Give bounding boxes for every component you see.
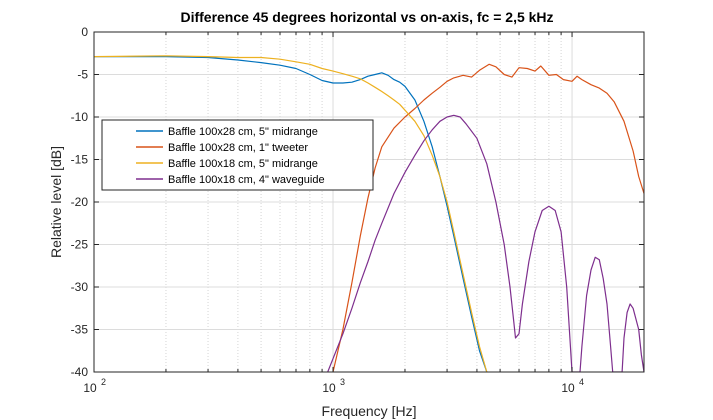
y-tick-label: -40 [71, 365, 89, 379]
legend: Baffle 100x28 cm, 5" midrange Baffle 100x… [101, 119, 374, 191]
x-axis-label: Frequency [Hz] [322, 403, 417, 419]
x-tick-exponent: 3 [340, 377, 345, 387]
x-tick-exponent: 4 [579, 377, 584, 387]
y-axis-label: Relative level [dB] [48, 146, 64, 258]
y-tick-label: -5 [77, 68, 88, 82]
legend-label: Baffle 100x18 cm, 4" waveguide [168, 174, 325, 186]
legend-label: Baffle 100x28 cm, 5" midrange [168, 126, 318, 138]
series-line-1 [94, 55, 488, 372]
y-tick-label: -15 [71, 153, 89, 167]
y-tick-label: 0 [81, 25, 88, 39]
x-tick-label: 10 [83, 381, 97, 395]
y-tick-label: -30 [71, 280, 89, 294]
series-lines [94, 55, 644, 372]
legend-label: Baffle 100x18 cm, 5" midrange [168, 158, 318, 170]
series-line-3 [94, 55, 488, 372]
axis-ticks: 0 -5 -10 -15 -20 -25 -30 -35 -40 10 2 10 3 10 4 [71, 25, 645, 395]
x-tick-label: 10 [322, 381, 336, 395]
series-line-4 [327, 114, 644, 372]
y-tick-label: -25 [71, 238, 89, 252]
x-tick-label: 10 [561, 381, 575, 395]
chart-title: Difference 45 degrees horizontal vs on-a… [180, 9, 553, 25]
y-tick-label: -20 [71, 195, 89, 209]
legend-label: Baffle 100x28 cm, 1" tweeter [168, 142, 308, 154]
x-tick-exponent: 2 [101, 377, 106, 387]
y-tick-label: -10 [71, 110, 89, 124]
series-line-2 [332, 63, 644, 372]
y-tick-label: -35 [71, 323, 89, 337]
